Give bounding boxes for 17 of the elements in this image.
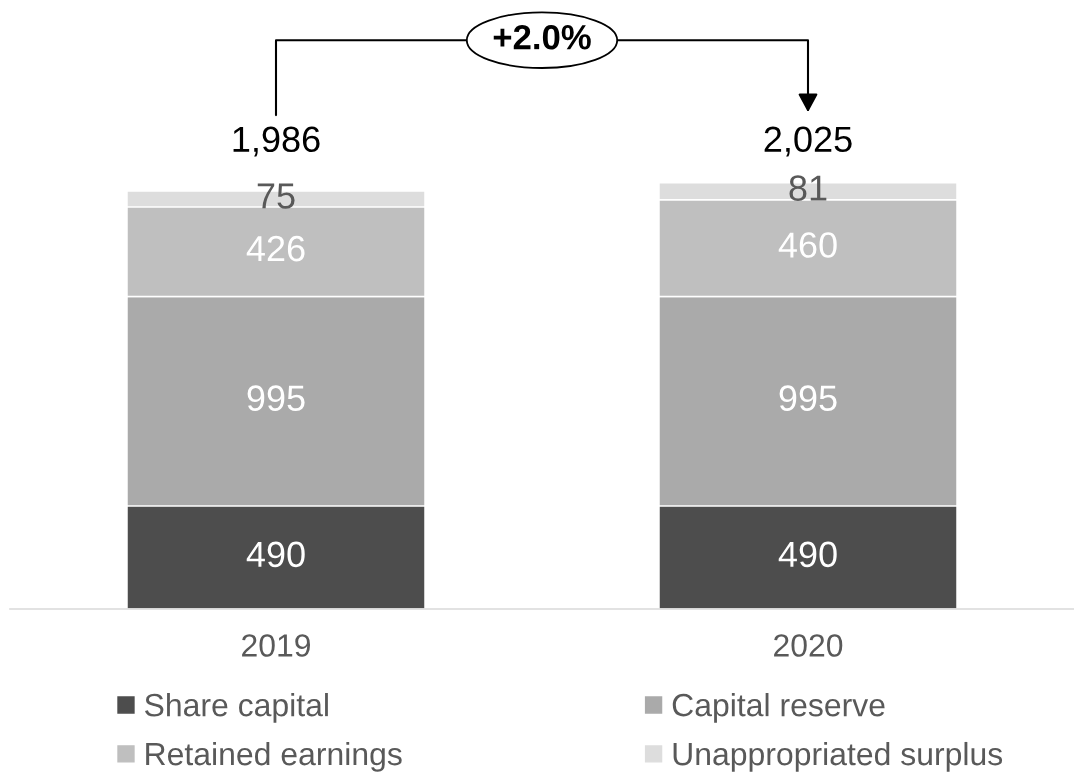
data-label: 460 bbox=[778, 232, 837, 258]
data-label: 81 bbox=[789, 175, 827, 201]
x-tick-label: 2020 bbox=[774, 634, 843, 657]
data-label: 995 bbox=[779, 385, 837, 411]
data-label: 490 bbox=[778, 541, 837, 568]
legend-label: Retained earnings bbox=[146, 741, 402, 772]
legend-label: Share capital bbox=[145, 693, 328, 723]
text: +2.0% bbox=[493, 24, 591, 50]
data-label: 426 bbox=[246, 235, 305, 262]
data-label: 75 bbox=[257, 183, 295, 209]
total-label: 1,986 bbox=[233, 126, 320, 157]
data-label: 995 bbox=[247, 385, 305, 411]
legend-label: Capital reserve bbox=[672, 693, 885, 723]
x-tick-label: 2019 bbox=[242, 634, 311, 657]
data-label: 490 bbox=[246, 541, 305, 568]
total-label: 2,025 bbox=[764, 126, 852, 157]
legend-label: Unappropriated surplus bbox=[673, 741, 1003, 772]
